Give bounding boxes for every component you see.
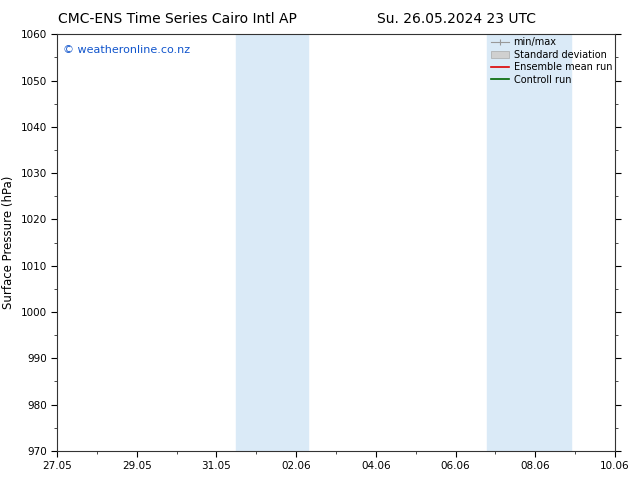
Text: Su. 26.05.2024 23 UTC: Su. 26.05.2024 23 UTC: [377, 12, 536, 26]
Bar: [236, 34, 308, 451]
Y-axis label: Surface Pressure (hPa): Surface Pressure (hPa): [2, 176, 15, 309]
Text: CMC-ENS Time Series Cairo Intl AP: CMC-ENS Time Series Cairo Intl AP: [58, 12, 297, 26]
Legend: min/max, Standard deviation, Ensemble mean run, Controll run: min/max, Standard deviation, Ensemble me…: [491, 37, 612, 84]
Bar: [488, 34, 571, 451]
Text: © weatheronline.co.nz: © weatheronline.co.nz: [63, 45, 190, 55]
